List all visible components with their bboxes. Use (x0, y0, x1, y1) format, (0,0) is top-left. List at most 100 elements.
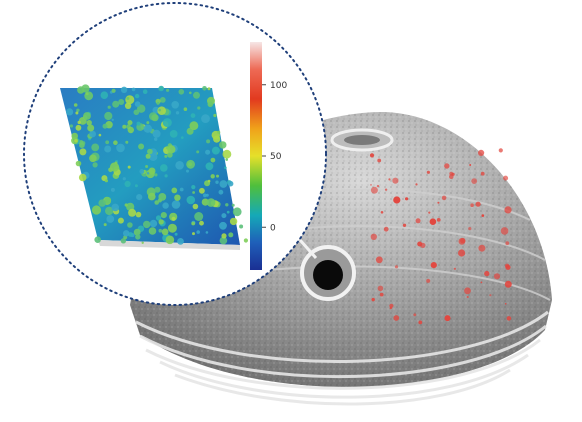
defect-pore (388, 178, 391, 181)
surface-grain (98, 133, 102, 137)
surface-grain (158, 228, 163, 233)
surface-grain (181, 136, 184, 139)
surface-grain (226, 210, 230, 214)
surface-grain (199, 187, 205, 194)
surface-grain (148, 227, 157, 235)
surface-grain (232, 207, 242, 217)
surface-grain (87, 124, 95, 132)
defect-pore (480, 281, 483, 284)
surface-grain (189, 121, 199, 131)
surface-grain (84, 91, 94, 101)
surface-grain (145, 153, 151, 159)
surface-grain (141, 241, 144, 244)
surface-grain (175, 161, 184, 170)
surface-grain (133, 228, 141, 236)
surface-grain (156, 101, 160, 105)
surface-grain (196, 150, 200, 154)
defect-pore (453, 267, 456, 270)
surface-grain (158, 85, 164, 92)
surface-grain (179, 187, 184, 192)
defect-pore (489, 294, 492, 297)
colorbar-tick-label: 100 (270, 81, 287, 91)
surface-grain (197, 106, 201, 110)
surface-grain (78, 173, 87, 182)
defect-pore (481, 214, 485, 217)
surface-grain (146, 171, 150, 175)
surface-grain (91, 205, 102, 215)
surface-grain (211, 146, 220, 155)
surface-grain (89, 130, 96, 138)
defect-pore (458, 249, 466, 257)
surface-grain (186, 195, 196, 205)
surface-grain (162, 118, 172, 128)
surface-grain (160, 212, 167, 219)
surface-grain (134, 93, 140, 99)
dome-hole (313, 260, 343, 290)
surface-grain (164, 174, 168, 178)
defect-pore (420, 242, 426, 248)
defect-pore (504, 303, 507, 305)
surface-grain (127, 120, 133, 126)
surface-grain (75, 160, 82, 167)
surface-grain (158, 108, 161, 112)
defect-pore (504, 263, 510, 268)
defect-pore (428, 211, 431, 214)
defect-pore (375, 256, 383, 264)
surface-grain (196, 230, 200, 234)
surface-grain (154, 200, 159, 205)
surface-grain (239, 224, 244, 229)
surface-grain (122, 177, 126, 181)
surface-grain (219, 236, 228, 245)
surface-grain (149, 219, 158, 228)
surface-grain (225, 203, 229, 207)
defect-pore (415, 183, 418, 186)
defect-pore (384, 188, 388, 191)
surface-grain (105, 140, 110, 145)
surface-grain (113, 140, 118, 145)
defect-pore (376, 184, 380, 188)
surface-grain (205, 149, 211, 155)
surface-grain (143, 124, 152, 133)
surface-grain (210, 174, 215, 179)
colorbar-tick-label: 0 (270, 223, 276, 233)
surface-grain (243, 238, 248, 243)
surface-grain (74, 139, 78, 143)
surface-grain (111, 203, 119, 212)
surface-grain (148, 167, 156, 175)
surface-grain (105, 206, 114, 216)
surface-grain (207, 87, 211, 91)
defect-pore (466, 295, 469, 299)
surface-grain (206, 139, 211, 144)
surface-grain (216, 174, 219, 178)
surface-grain (191, 185, 196, 190)
defect-pore (469, 164, 472, 166)
surface-grain (161, 228, 169, 236)
surface-grain (205, 162, 214, 171)
surface-grain (167, 223, 177, 233)
surface-grain (120, 238, 127, 244)
defect-pore (505, 241, 510, 246)
surface-grain (224, 166, 227, 169)
defect-pore (389, 306, 392, 310)
surface-grain (73, 103, 78, 107)
surface-grain (174, 194, 181, 201)
surface-grain (219, 180, 228, 188)
defect-pore (444, 163, 450, 169)
surface-grain (213, 135, 221, 143)
surface-grain (152, 129, 161, 138)
defect-pore (498, 148, 503, 153)
surface-grain (127, 165, 131, 169)
defect-pores (369, 148, 512, 325)
surface-grain (178, 89, 185, 95)
surface-grain (112, 100, 120, 108)
defect-pore (464, 287, 471, 295)
surface-grain (228, 232, 234, 238)
surface-grain (190, 113, 196, 118)
surface-grain (206, 198, 216, 207)
defect-pore (429, 218, 437, 225)
surface-grain (139, 169, 145, 174)
surface-grain (123, 230, 130, 237)
surface-grain (158, 219, 164, 225)
defect-pore (379, 292, 384, 297)
